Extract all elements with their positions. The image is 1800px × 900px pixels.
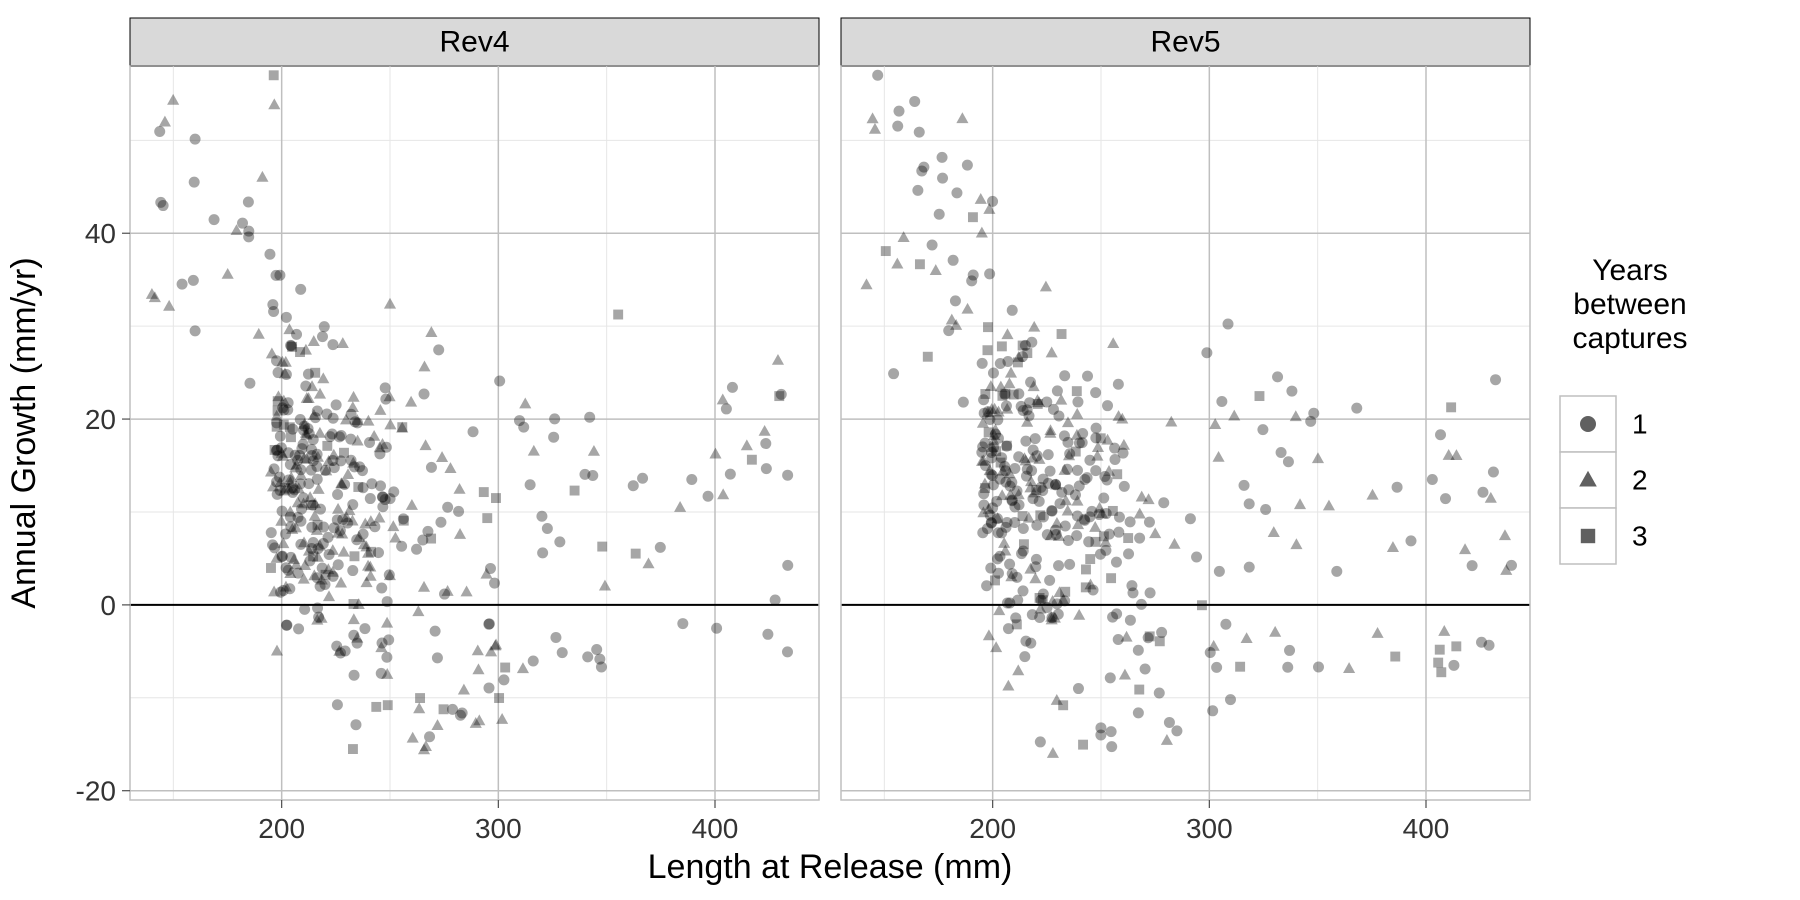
x-tick-label: 400	[692, 813, 739, 844]
facet-panel: Rev5 200 300 400	[841, 18, 1530, 844]
legend-item-label: 3	[1632, 521, 1648, 552]
legend-title-line: captures	[1572, 322, 1687, 355]
legend-title-line: between	[1573, 288, 1686, 321]
x-axis-title: Length at Release (mm)	[648, 848, 1013, 886]
y-axis-title: Annual Growth (mm/yr)	[5, 257, 43, 608]
y-tick-label: 40	[85, 218, 116, 249]
x-tick-label: 200	[258, 813, 305, 844]
legend-item-label: 1	[1632, 409, 1648, 440]
x-tick-label: 200	[969, 813, 1016, 844]
facet-strip-label: Rev5	[1150, 26, 1220, 59]
legend-item: 3	[1560, 508, 1648, 564]
scatter-facet-chart: Annual Growth (mm/yr) Length at Release (…	[0, 0, 1800, 900]
facet-panel: Rev4 200 300 400 -20 0 20 40	[76, 18, 819, 844]
legend-title-line: Years	[1592, 254, 1668, 287]
scatter-points	[146, 70, 793, 754]
facet-strip-label: Rev4	[439, 26, 509, 59]
legend-item-label: 2	[1632, 465, 1648, 496]
legend-item: 2	[1560, 452, 1648, 508]
x-tick-label: 400	[1403, 813, 1450, 844]
y-tick-label: -20	[76, 776, 116, 807]
y-tick-label: 20	[85, 404, 116, 435]
legend-item: 1	[1560, 396, 1648, 452]
y-tick-label: 0	[100, 590, 116, 621]
x-tick-label: 300	[1186, 813, 1233, 844]
x-tick-label: 300	[475, 813, 522, 844]
legend: Yearsbetweencaptures 1 2 3	[1560, 254, 1688, 564]
scatter-points	[860, 70, 1517, 758]
